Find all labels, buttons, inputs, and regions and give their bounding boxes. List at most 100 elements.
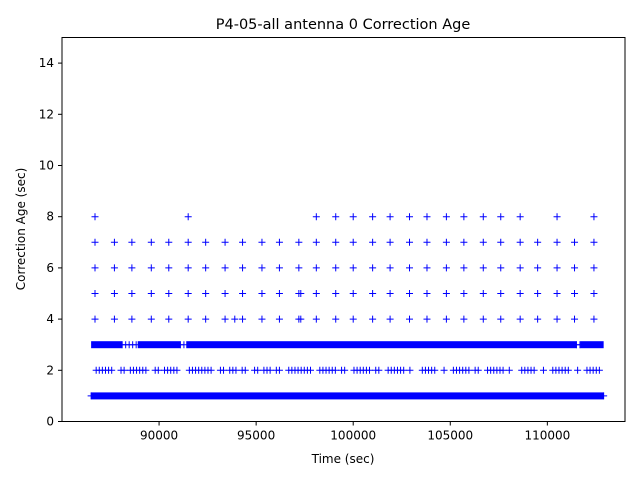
data-point-178 [516, 290, 524, 297]
data-point-227 [386, 238, 394, 246]
data-point-243 [349, 213, 357, 221]
data-point-77 [375, 366, 383, 374]
data-point-135 [275, 315, 283, 323]
data-point-153 [590, 315, 598, 323]
data-point-184 [110, 264, 118, 272]
data-point-124 [91, 315, 99, 323]
data-point-148 [497, 315, 505, 323]
data-point-214 [147, 238, 155, 246]
data-point-200 [406, 264, 414, 272]
data-point-253 [553, 213, 561, 221]
data-point-210 [590, 264, 598, 272]
data-point-219 [239, 238, 247, 246]
data-point-181 [571, 290, 579, 297]
data-point-31 [173, 366, 181, 374]
data-point-130 [202, 315, 210, 323]
data-point-96 [465, 366, 473, 374]
data-point-84 [406, 366, 414, 374]
data-point-174 [442, 290, 450, 297]
data-point-53 [275, 366, 283, 374]
data-point-192 [258, 264, 266, 272]
data-point-46 [241, 366, 249, 374]
x-tick-label: 110000 [524, 429, 570, 443]
data-point-204 [479, 264, 487, 272]
data-point-154 [91, 290, 99, 297]
data-point-125 [110, 315, 118, 323]
data-point-168 [332, 290, 340, 297]
data-point-67 [331, 366, 339, 374]
data-point-201 [423, 264, 431, 272]
data-band-y1 [91, 392, 604, 400]
data-point-151 [553, 315, 561, 323]
data-point-140 [349, 315, 357, 323]
plot-frame [61, 37, 626, 422]
data-point-138 [312, 315, 320, 323]
data-point-172 [406, 290, 414, 297]
data-point-223 [312, 238, 320, 246]
data-point-155 [110, 290, 118, 297]
data-point-237 [571, 238, 579, 246]
data-point-104 [499, 366, 507, 374]
data-point-110 [530, 366, 538, 374]
data-point-206 [516, 264, 524, 272]
data-point-26 [154, 366, 162, 374]
data-point-242 [332, 213, 340, 221]
data-point-98 [474, 366, 482, 374]
data-point-163 [258, 290, 266, 297]
data-point-173 [423, 290, 431, 297]
data-point-245 [386, 213, 394, 221]
data-point-202 [442, 264, 450, 272]
data-point-222 [295, 238, 303, 246]
data-point-156 [128, 290, 136, 297]
data-point-16 [108, 366, 116, 374]
data-point-127 [147, 315, 155, 323]
data-point-180 [553, 290, 561, 297]
y-tick-label: 2 [46, 363, 54, 377]
data-band-y3-88900 [137, 341, 181, 349]
data-point-126 [128, 315, 136, 323]
data-point-190 [221, 264, 229, 272]
data-point-249 [460, 213, 468, 221]
data-point-254 [590, 213, 598, 221]
data-point-199 [386, 264, 394, 272]
data-point-10 [576, 341, 584, 349]
y-tick-label: 14 [39, 56, 54, 70]
data-point-69 [341, 366, 349, 374]
y-axis: 0 2 4 6 8 10 12 14 [39, 56, 62, 429]
data-point-240 [184, 213, 192, 221]
x-tick-label: 90000 [140, 429, 178, 443]
x-axis: 90000 95000 100000 105000 110000 [140, 421, 570, 443]
data-point-123 [595, 366, 603, 374]
data-point-208 [553, 264, 561, 272]
data-point-248 [442, 213, 450, 221]
data-point-44 [232, 366, 240, 374]
y-tick-label: 10 [39, 159, 54, 173]
data-point-177 [497, 290, 505, 297]
data-point-189 [202, 264, 210, 272]
data-point-137 [297, 315, 305, 323]
data-point-188 [184, 264, 192, 272]
data-point-8 [180, 341, 188, 349]
chart-title: P4-05-all antenna 0 Correction Age [216, 17, 471, 33]
data-point-193 [275, 264, 283, 272]
data-point-51 [266, 366, 274, 374]
data-point-158 [165, 290, 173, 297]
data-point-134 [258, 315, 266, 323]
data-point-233 [497, 238, 505, 246]
x-axis-label: Time (sec) [311, 452, 375, 466]
data-point-169 [349, 290, 357, 297]
data-point-18 [120, 366, 128, 374]
data-band-y3-111700 [580, 341, 604, 349]
data-point-129 [184, 315, 192, 323]
data-point-246 [406, 213, 414, 221]
data-point-241 [312, 213, 320, 221]
data-point-146 [460, 315, 468, 323]
data-point-198 [369, 264, 377, 272]
data-point-141 [369, 315, 377, 323]
data-point-105 [505, 366, 513, 374]
y-tick-label: 6 [46, 261, 54, 275]
data-point-144 [423, 315, 431, 323]
data-point-235 [534, 238, 542, 246]
data-point-217 [202, 238, 210, 246]
